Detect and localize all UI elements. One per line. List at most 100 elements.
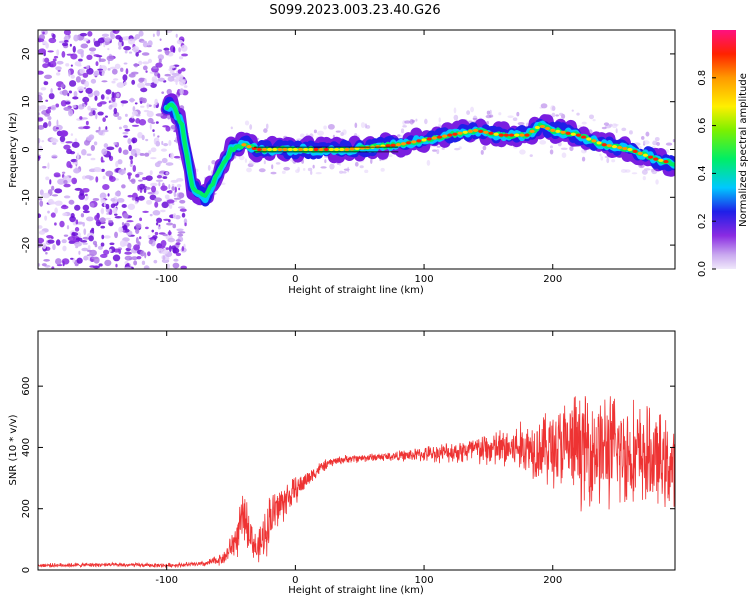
halo-speck	[555, 114, 559, 117]
noise-speck	[150, 147, 157, 153]
ridge-core	[447, 133, 453, 137]
noise-speck	[47, 210, 50, 214]
noise-speck	[111, 68, 118, 75]
colorbar: 0.0 0.2 0.4 0.6 0.8 Normalized spectral ampl…	[697, 30, 749, 277]
noise-speck	[84, 193, 88, 197]
ridge-core	[344, 147, 350, 152]
noise-speck	[123, 62, 128, 65]
noise-speck	[100, 94, 105, 100]
halo-speck	[230, 126, 233, 130]
halo-speck	[641, 169, 648, 175]
noise-speck	[128, 51, 133, 54]
noise-speck	[144, 82, 152, 86]
noise-speck	[145, 175, 153, 181]
noise-speck	[127, 242, 132, 249]
noise-speck	[47, 50, 54, 53]
noise-speck	[100, 209, 104, 213]
noise-speck	[94, 214, 100, 221]
ridge-core	[653, 157, 659, 161]
noise-speck	[175, 79, 178, 86]
noise-speck	[125, 68, 129, 75]
noise-speck	[74, 204, 81, 211]
noise-speck	[56, 119, 59, 127]
noise-speck	[109, 176, 116, 182]
ridge-core	[570, 132, 576, 136]
noise-speck	[159, 38, 162, 42]
ridge-core	[416, 139, 422, 143]
noise-speck	[61, 42, 69, 47]
noise-speck	[63, 39, 69, 43]
noise-speck	[42, 58, 45, 63]
noise-speck	[82, 204, 90, 211]
noise-speck	[103, 249, 110, 255]
noise-speck	[71, 141, 80, 148]
noise-speck	[151, 185, 157, 193]
halo-speck	[271, 164, 274, 170]
halo-speck	[380, 167, 385, 172]
noise-speck	[124, 128, 131, 132]
noise-speck	[135, 51, 139, 57]
halo-speck	[397, 134, 401, 137]
noise-speck	[142, 65, 148, 71]
ridge-core	[611, 145, 618, 149]
noise-speck	[42, 242, 47, 249]
halo-speck	[540, 103, 548, 109]
halo-speck	[620, 169, 628, 173]
x-tick-label: -100	[155, 274, 178, 285]
noise-speck	[140, 250, 145, 257]
ridge-core	[431, 136, 437, 140]
noise-speck	[52, 142, 57, 145]
noise-speck	[50, 88, 53, 94]
noise-speck	[95, 176, 99, 183]
noise-speck	[107, 68, 111, 71]
spectrogram-x-ticks: -100 0 100 200	[155, 30, 562, 285]
noise-speck	[117, 116, 122, 121]
noise-speck	[171, 72, 180, 76]
noise-speck	[38, 241, 43, 248]
noise-speck	[83, 139, 91, 146]
noise-speck	[49, 60, 57, 68]
noise-speck	[127, 203, 136, 210]
noise-speck	[62, 204, 67, 208]
noise-speck	[68, 199, 75, 205]
noise-speck	[142, 61, 150, 65]
colorbar-gradient	[712, 30, 736, 269]
noise-speck	[101, 234, 105, 240]
halo-speck	[615, 128, 618, 134]
halo-speck	[270, 171, 277, 175]
noise-speck	[53, 55, 59, 59]
noise-speck	[157, 160, 163, 164]
noise-speck	[86, 153, 92, 156]
noise-speck	[104, 115, 108, 118]
noise-speck	[116, 82, 125, 88]
noise-speck	[55, 103, 60, 108]
ridge-core	[606, 144, 612, 148]
noise-speck	[89, 202, 95, 208]
noise-speck	[70, 53, 78, 60]
halo-speck	[588, 114, 595, 120]
halo-speck	[641, 135, 645, 140]
noise-speck	[95, 61, 99, 67]
y-tick-label: 400	[21, 438, 32, 457]
spectrogram-y-ticks: -20 -10 0 10 20	[21, 48, 675, 253]
noise-speck	[176, 39, 184, 45]
noise-speck	[105, 170, 114, 177]
noise-speck	[176, 183, 182, 188]
noise-speck	[120, 67, 124, 72]
noise-speck	[157, 77, 165, 82]
noise-speck	[173, 155, 181, 159]
noise-speck	[55, 258, 62, 265]
noise-speck	[157, 73, 161, 79]
noise-speck	[140, 105, 145, 108]
noise-speck	[81, 149, 87, 156]
noise-speck	[104, 37, 112, 42]
halo-speck	[480, 149, 484, 155]
noise-speck	[154, 197, 162, 203]
noise-speck	[179, 199, 186, 204]
noise-speck	[52, 58, 57, 62]
noise-speck	[81, 247, 89, 252]
noise-speck	[141, 134, 145, 141]
noise-speck	[118, 147, 122, 154]
noise-speck	[70, 213, 75, 219]
noise-speck	[100, 242, 105, 247]
